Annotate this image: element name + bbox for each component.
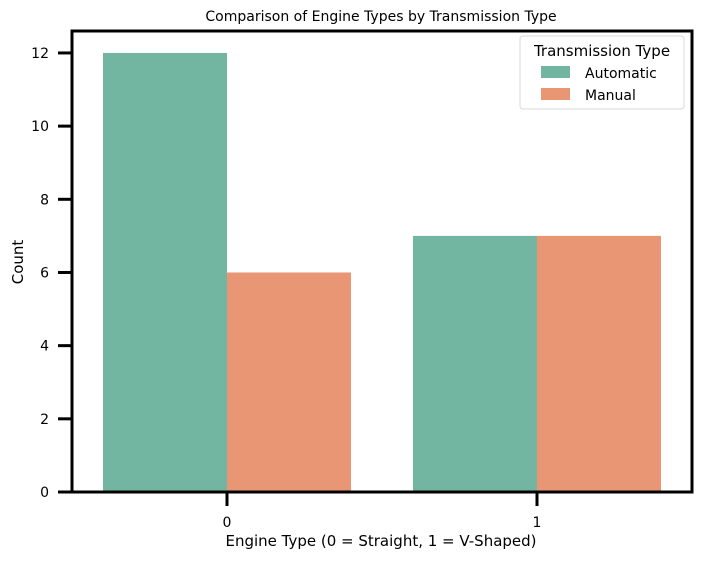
y-tick-label: 8 xyxy=(40,192,49,208)
axes-layer xyxy=(70,29,694,494)
y-axis-label: Count xyxy=(9,240,27,285)
legend-items: Automatic Manual xyxy=(541,66,657,104)
legend-swatch-automatic xyxy=(541,66,570,78)
x-axis-label: Engine Type (0 = Straight, 1 = V-Shaped) xyxy=(225,532,536,550)
y-tick-label: 12 xyxy=(31,46,49,62)
y-tick-label: 10 xyxy=(31,119,49,135)
chart-title: Comparison of Engine Types by Transmissi… xyxy=(205,9,556,25)
bar-manual-0 xyxy=(227,272,351,492)
plot-area-frame xyxy=(70,29,694,494)
bar-automatic-1 xyxy=(413,235,537,492)
y-tick-label: 2 xyxy=(40,412,49,428)
legend-label-automatic: Automatic xyxy=(585,66,657,82)
bars-layer xyxy=(103,52,661,492)
y-tick-label: 0 xyxy=(40,485,49,501)
legend: Transmission Type Automatic Manual xyxy=(519,35,685,110)
legend-label-manual: Manual xyxy=(585,88,636,104)
y-tick-label: 4 xyxy=(40,339,49,355)
x-tick-label: 1 xyxy=(533,515,542,531)
y-axis: 0 2 4 6 8 10 12 xyxy=(31,46,72,501)
bar-manual-1 xyxy=(537,235,661,492)
legend-swatch-manual xyxy=(541,88,570,100)
legend-title: Transmission Type xyxy=(533,42,670,60)
y-tick-label: 6 xyxy=(40,265,49,281)
bar-automatic-0 xyxy=(103,52,227,492)
x-tick-label: 0 xyxy=(223,515,232,531)
